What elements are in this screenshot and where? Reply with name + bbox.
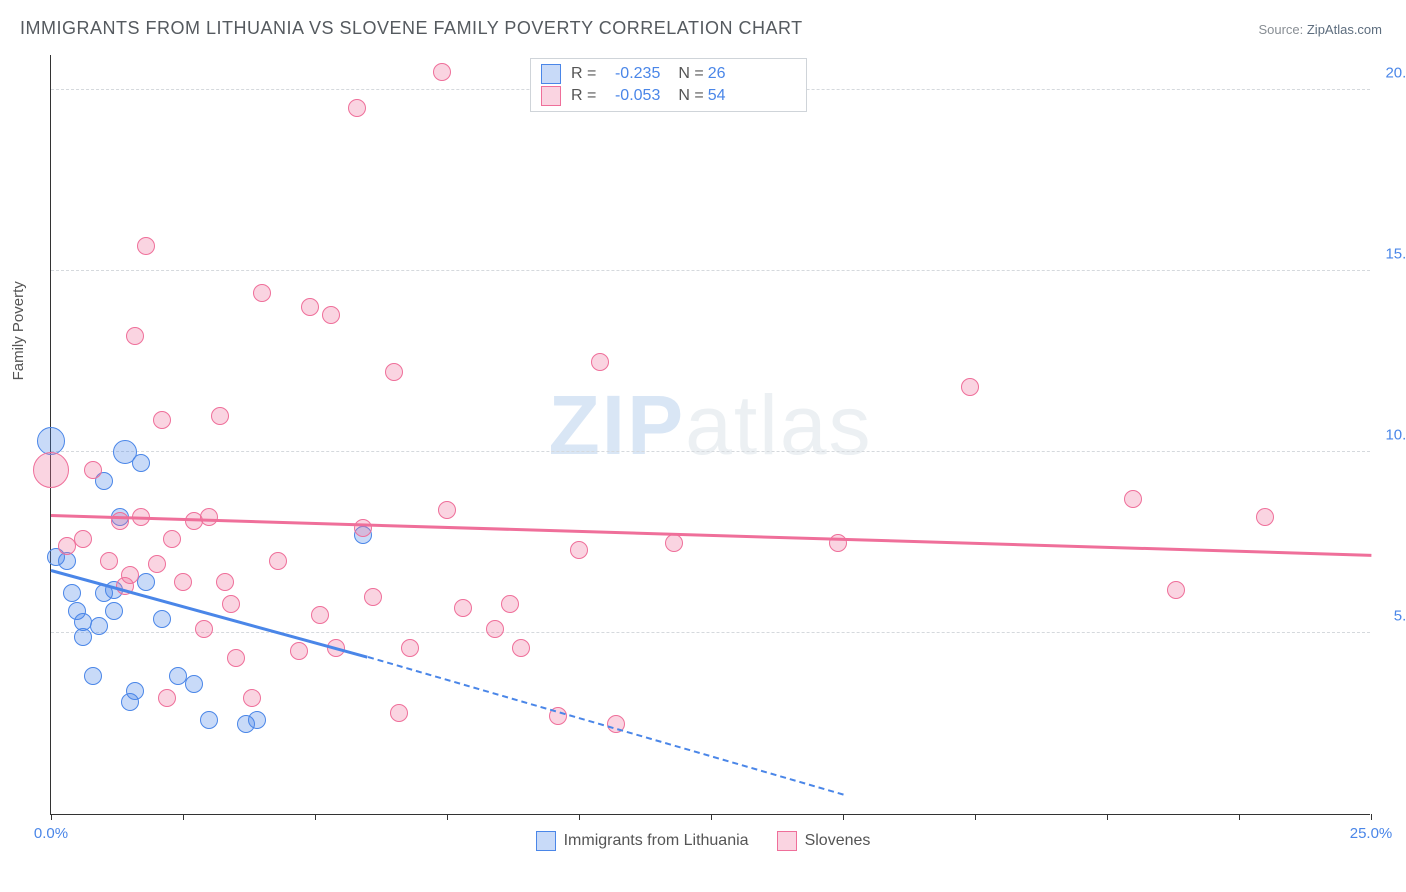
scatter-point-slovenes bbox=[174, 573, 192, 591]
grid-line bbox=[51, 270, 1370, 271]
trend-line bbox=[51, 514, 1371, 557]
x-tick bbox=[315, 814, 316, 820]
scatter-point-slovenes bbox=[153, 411, 171, 429]
x-tick bbox=[447, 814, 448, 820]
scatter-point-slovenes bbox=[222, 595, 240, 613]
scatter-point-lithuania bbox=[153, 610, 171, 628]
scatter-point-slovenes bbox=[126, 327, 144, 345]
scatter-point-slovenes bbox=[195, 620, 213, 638]
y-axis-title: Family Poverty bbox=[10, 281, 27, 380]
scatter-point-slovenes bbox=[290, 642, 308, 660]
scatter-point-lithuania bbox=[37, 427, 65, 455]
scatter-point-slovenes bbox=[501, 595, 519, 613]
scatter-point-lithuania bbox=[90, 617, 108, 635]
y-tick-label: 20.0% bbox=[1378, 65, 1406, 82]
x-tick bbox=[711, 814, 712, 820]
scatter-point-slovenes bbox=[433, 63, 451, 81]
scatter-point-slovenes bbox=[438, 501, 456, 519]
scatter-point-slovenes bbox=[1167, 581, 1185, 599]
scatter-point-slovenes bbox=[1124, 490, 1142, 508]
legend-item-slovenes: Slovenes bbox=[777, 831, 871, 851]
scatter-point-slovenes bbox=[591, 353, 609, 371]
scatter-point-slovenes bbox=[211, 407, 229, 425]
scatter-point-slovenes bbox=[454, 599, 472, 617]
chart-title: IMMIGRANTS FROM LITHUANIA VS SLOVENE FAM… bbox=[20, 18, 803, 39]
scatter-point-lithuania bbox=[105, 602, 123, 620]
legend-row-lithuania: R =-0.235N =26 bbox=[531, 63, 806, 85]
scatter-point-slovenes bbox=[570, 541, 588, 559]
plot-area: ZIPatlas 5.0%10.0%15.0%20.0%0.0%25.0% bbox=[50, 55, 1370, 815]
scatter-point-slovenes bbox=[385, 363, 403, 381]
legend-item-lithuania: Immigrants from Lithuania bbox=[536, 831, 749, 851]
scatter-point-slovenes bbox=[84, 461, 102, 479]
scatter-point-lithuania bbox=[185, 675, 203, 693]
grid-line bbox=[51, 632, 1370, 633]
scatter-point-slovenes bbox=[121, 566, 139, 584]
trend-line bbox=[368, 656, 844, 795]
x-tick bbox=[1239, 814, 1240, 820]
scatter-point-slovenes bbox=[486, 620, 504, 638]
x-tick bbox=[1371, 814, 1372, 820]
scatter-point-slovenes bbox=[665, 534, 683, 552]
scatter-point-slovenes bbox=[322, 306, 340, 324]
scatter-point-lithuania bbox=[132, 454, 150, 472]
scatter-point-lithuania bbox=[137, 573, 155, 591]
scatter-point-slovenes bbox=[401, 639, 419, 657]
scatter-point-lithuania bbox=[248, 711, 266, 729]
scatter-point-slovenes bbox=[158, 689, 176, 707]
scatter-point-slovenes bbox=[354, 519, 372, 537]
scatter-point-slovenes bbox=[243, 689, 261, 707]
scatter-point-slovenes bbox=[216, 573, 234, 591]
scatter-point-slovenes bbox=[348, 99, 366, 117]
scatter-point-slovenes bbox=[961, 378, 979, 396]
scatter-point-slovenes bbox=[269, 552, 287, 570]
scatter-point-slovenes bbox=[364, 588, 382, 606]
scatter-point-slovenes bbox=[111, 512, 129, 530]
legend-row-slovenes: R =-0.053N =54 bbox=[531, 85, 806, 107]
scatter-point-slovenes bbox=[137, 237, 155, 255]
series-legend: Immigrants from Lithuania Slovenes bbox=[0, 831, 1406, 856]
scatter-point-slovenes bbox=[512, 639, 530, 657]
x-tick bbox=[843, 814, 844, 820]
scatter-point-slovenes bbox=[301, 298, 319, 316]
y-tick-label: 10.0% bbox=[1378, 427, 1406, 444]
y-tick-label: 15.0% bbox=[1378, 246, 1406, 263]
x-tick bbox=[51, 814, 52, 820]
correlation-legend: R =-0.235N =26R =-0.053N =54 bbox=[530, 58, 807, 112]
scatter-point-lithuania bbox=[126, 682, 144, 700]
scatter-point-slovenes bbox=[33, 452, 69, 488]
scatter-point-lithuania bbox=[63, 584, 81, 602]
scatter-point-lithuania bbox=[84, 667, 102, 685]
scatter-point-slovenes bbox=[200, 508, 218, 526]
scatter-point-slovenes bbox=[74, 530, 92, 548]
y-tick-label: 5.0% bbox=[1378, 608, 1406, 625]
scatter-point-slovenes bbox=[227, 649, 245, 667]
x-tick bbox=[183, 814, 184, 820]
x-tick bbox=[1107, 814, 1108, 820]
scatter-point-lithuania bbox=[200, 711, 218, 729]
x-tick bbox=[579, 814, 580, 820]
scatter-point-slovenes bbox=[311, 606, 329, 624]
grid-line bbox=[51, 451, 1370, 452]
scatter-point-slovenes bbox=[253, 284, 271, 302]
watermark: ZIPatlas bbox=[548, 376, 872, 473]
scatter-point-slovenes bbox=[390, 704, 408, 722]
scatter-point-slovenes bbox=[1256, 508, 1274, 526]
scatter-point-lithuania bbox=[74, 628, 92, 646]
source-credit: Source: ZipAtlas.com bbox=[1258, 22, 1382, 37]
scatter-point-slovenes bbox=[100, 552, 118, 570]
scatter-point-slovenes bbox=[148, 555, 166, 573]
scatter-point-slovenes bbox=[829, 534, 847, 552]
scatter-point-slovenes bbox=[163, 530, 181, 548]
x-tick bbox=[975, 814, 976, 820]
